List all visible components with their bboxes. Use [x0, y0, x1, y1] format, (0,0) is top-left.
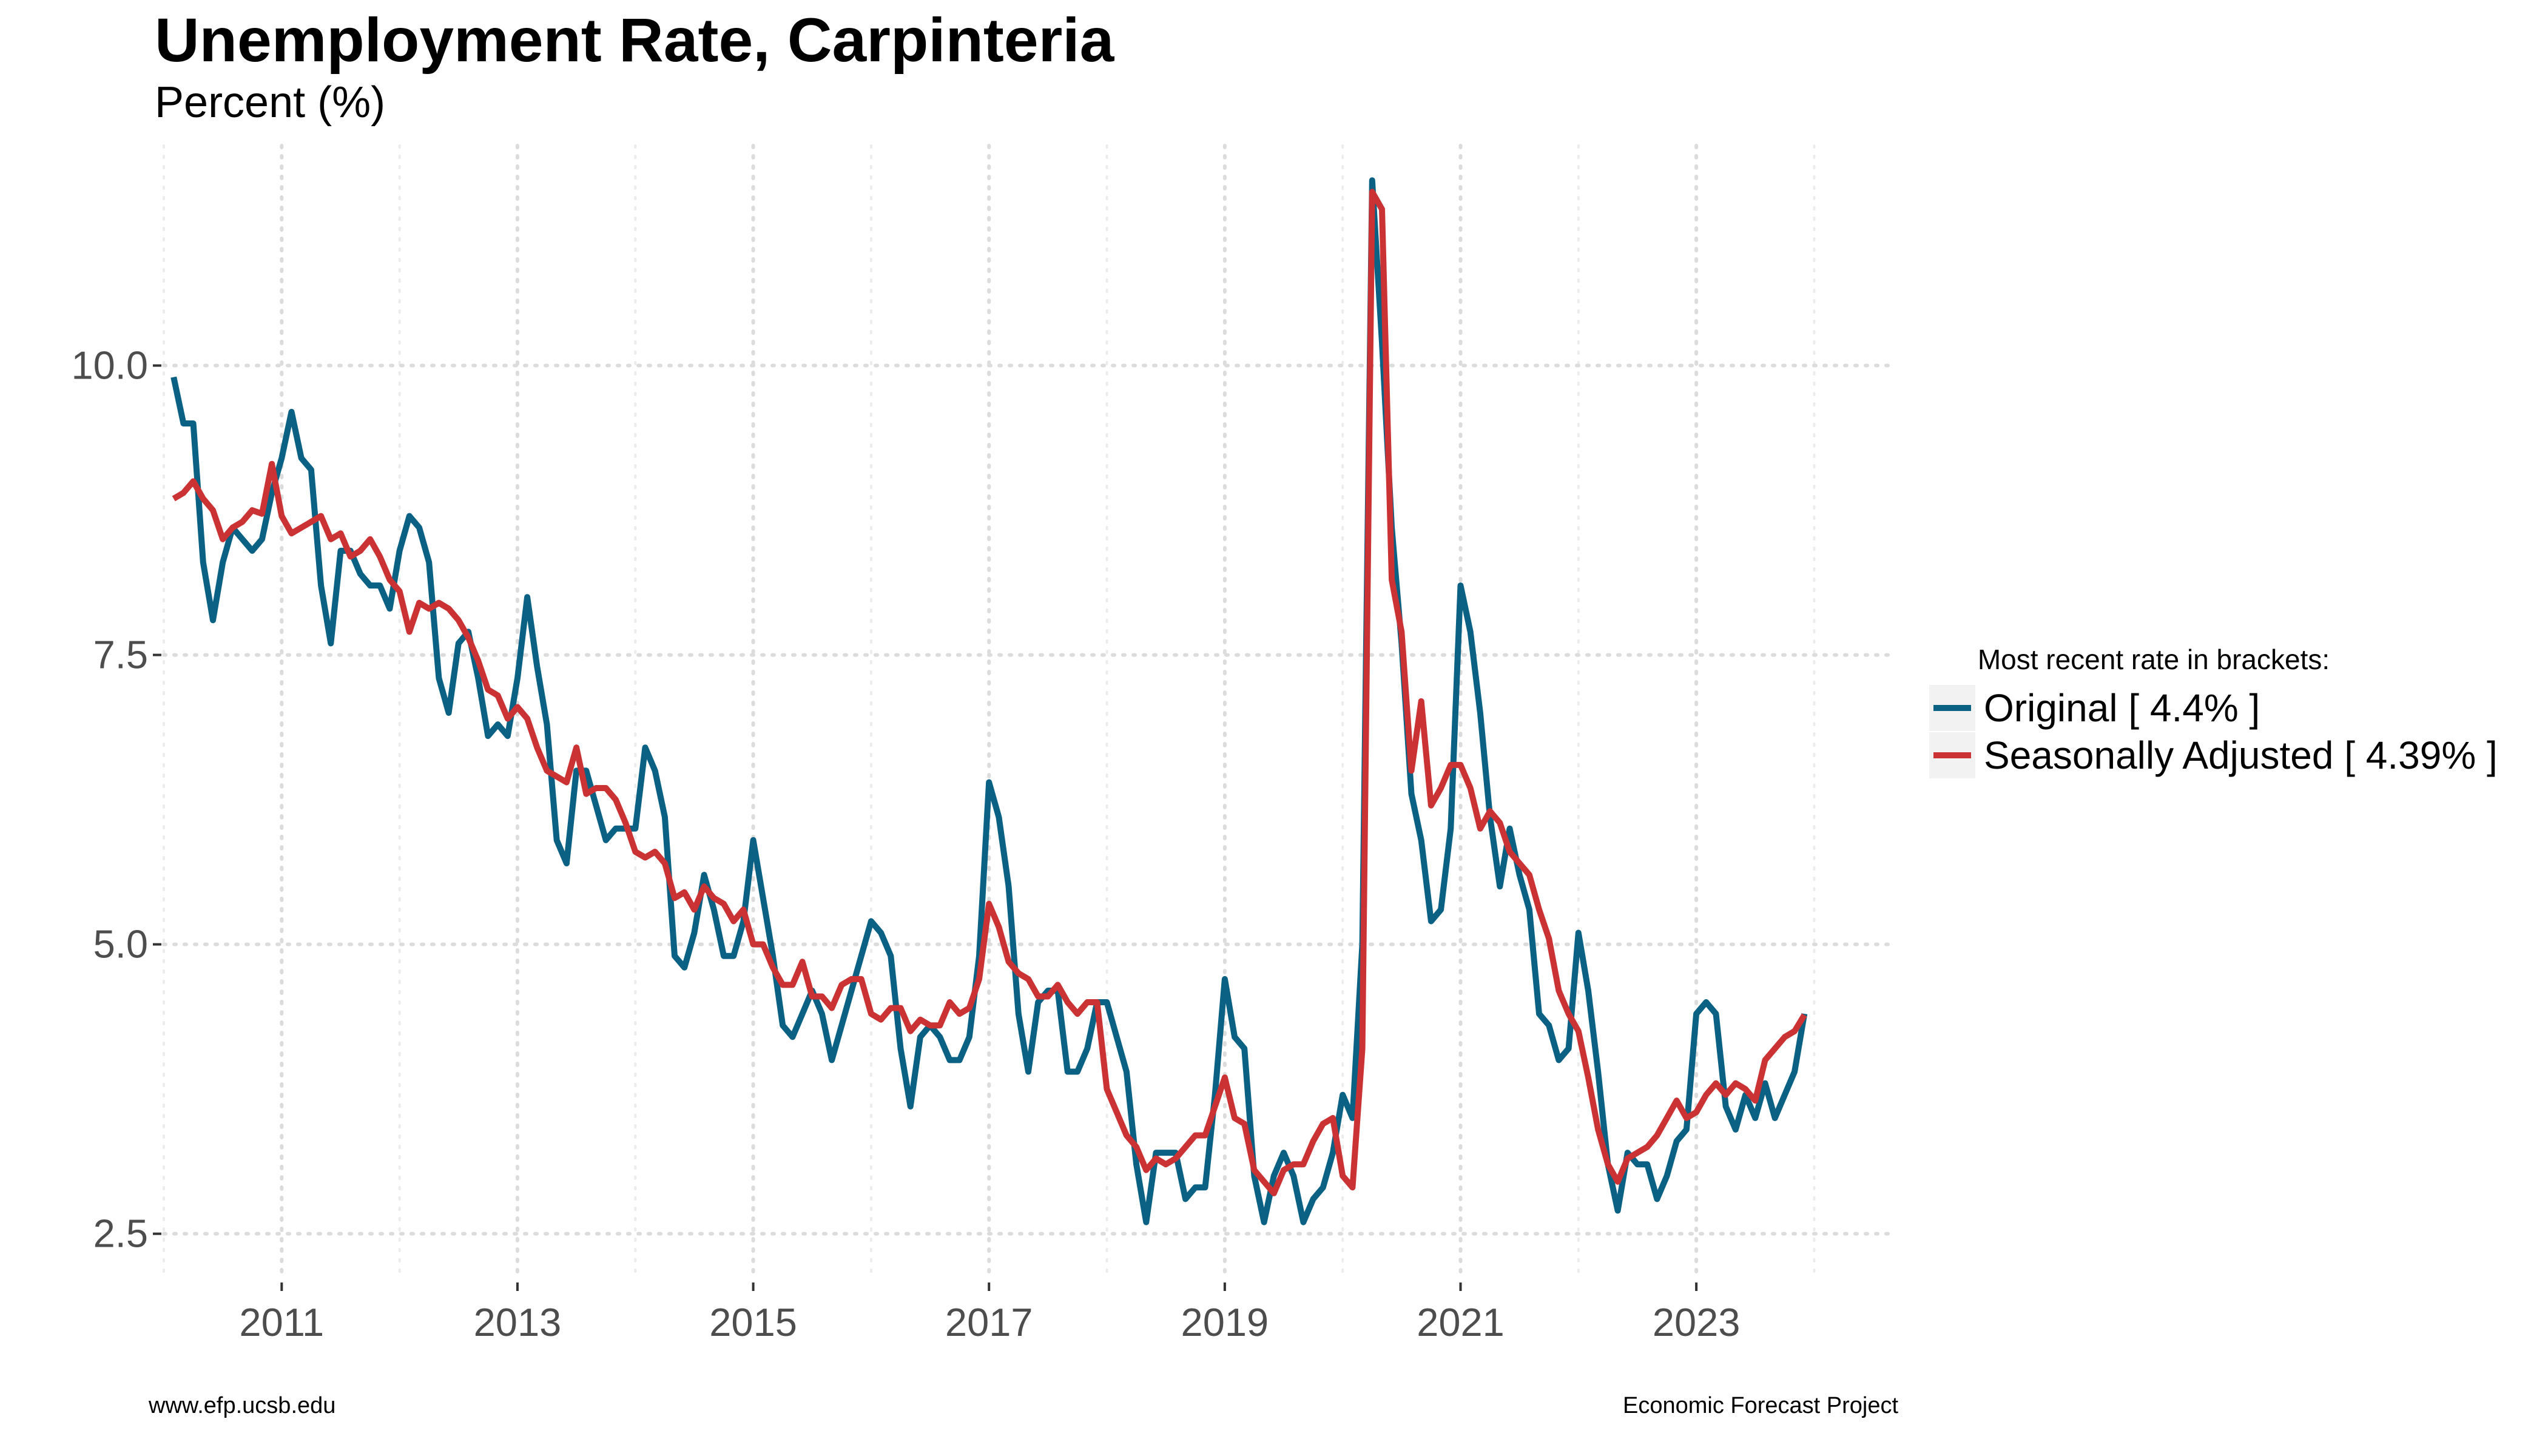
- series-lines: [170, 177, 1808, 1225]
- y-tick-label: 5.0: [93, 922, 148, 966]
- legend: Most recent rate in brackets: Original […: [1929, 643, 2548, 779]
- series-line-seasonally-adjusted: [172, 189, 1807, 1196]
- legend-swatch-seasonally-adjusted: [1933, 752, 1971, 758]
- legend-key: [1929, 732, 1975, 778]
- grid-lines: [162, 144, 1895, 1282]
- x-tick-label: 2013: [474, 1300, 562, 1344]
- x-tick-label: 2021: [1417, 1300, 1505, 1344]
- legend-key: [1929, 685, 1975, 731]
- series-line-original: [170, 177, 1808, 1225]
- chart-title: Unemployment Rate, Carpinteria: [155, 5, 1114, 75]
- legend-title: Most recent rate in brackets:: [1977, 644, 2330, 675]
- legend-item-original: Original [ 4.4% ]: [1929, 684, 2548, 732]
- x-tick-label: 2011: [239, 1300, 324, 1344]
- legend-swatch-original: [1933, 705, 1971, 711]
- legend-label-original: Original [ 4.4% ]: [1984, 686, 2260, 730]
- axis-ticks: 2.5 5.0 7.5 10.0 2011 2013 2015 2017 2019 2021 202…: [71, 343, 1740, 1344]
- x-tick-label: 2023: [1653, 1300, 1741, 1344]
- chart-subtitle: Percent (%): [155, 78, 386, 127]
- source-credit: Economic Forecast Project: [1623, 1393, 1899, 1418]
- x-tick-label: 2017: [945, 1300, 1033, 1344]
- y-tick-label: 10.0: [71, 343, 148, 388]
- source-url: www.efp.ucsb.edu: [149, 1393, 336, 1418]
- y-tick-label: 7.5: [93, 633, 148, 677]
- legend-item-seasonally-adjusted: Seasonally Adjusted [ 4.39% ]: [1929, 732, 2548, 779]
- x-tick-label: 2019: [1181, 1300, 1269, 1344]
- x-tick-label: 2015: [709, 1300, 797, 1344]
- y-tick-label: 2.5: [93, 1212, 148, 1256]
- legend-label-seasonally-adjusted: Seasonally Adjusted [ 4.39% ]: [1984, 733, 2498, 777]
